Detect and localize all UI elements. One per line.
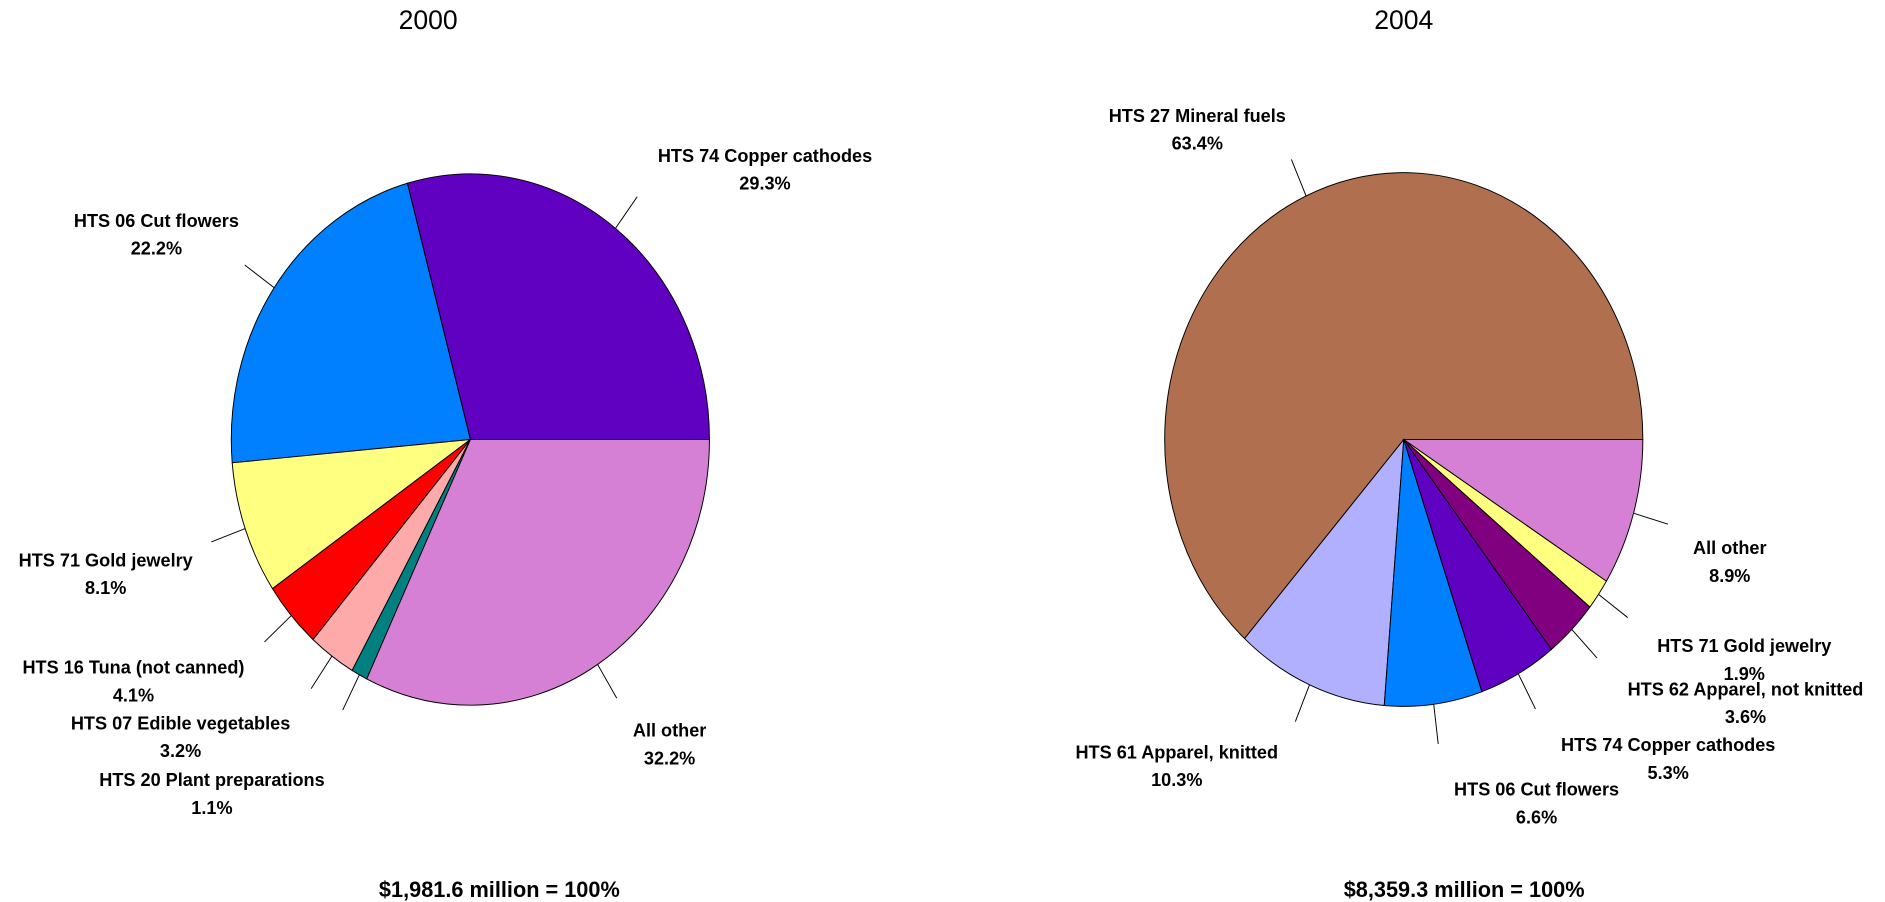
leader-line <box>1433 704 1439 745</box>
pie-slice <box>1402 439 1644 582</box>
slice-label: HTS 06 Cut flowers <box>74 211 239 231</box>
leader-line <box>342 674 360 711</box>
slice-label: HTS 20 Plant preparations <box>99 770 324 790</box>
leader-line <box>1633 512 1669 525</box>
slice-label: HTS 06 Cut flowers <box>1454 780 1619 800</box>
chart-title: 2004 <box>1374 5 1433 35</box>
pie-slice <box>1164 172 1644 640</box>
slice-value-label: 3.6% <box>1725 707 1766 727</box>
leader-line <box>1294 684 1310 722</box>
slice-value-label: 29.3% <box>739 174 790 194</box>
leader-line <box>1290 159 1307 197</box>
leader-line <box>1598 593 1629 618</box>
chart-title: 2000 <box>399 5 458 35</box>
pie-slice <box>1243 438 1405 707</box>
leader-line <box>244 264 275 289</box>
slice-value-label: 10.3% <box>1151 770 1202 790</box>
slice-label: HTS 62 Apparel, not knitted <box>1628 679 1864 699</box>
slice-value-label: 8.9% <box>1709 566 1750 586</box>
slice-value-label: 6.6% <box>1516 807 1557 827</box>
slice-label: HTS 71 Gold jewelry <box>19 550 193 570</box>
slice-label: HTS 61 Apparel, knitted <box>1075 742 1278 762</box>
pie-slice <box>1383 439 1483 707</box>
chart-footer: $1,981.6 million = 100% <box>379 877 620 902</box>
leader-line <box>1571 629 1598 659</box>
slice-label: HTS 16 Tuna (not canned) <box>22 658 244 678</box>
leader-line <box>615 196 638 229</box>
leader-line <box>211 528 246 543</box>
slice-label: All other <box>633 721 706 741</box>
chart-footer: $8,359.3 million = 100% <box>1344 877 1585 902</box>
pie-slice <box>231 438 473 590</box>
slice-value-label: 63.4% <box>1172 134 1223 154</box>
leader-line <box>264 615 292 643</box>
leader-line <box>1517 673 1536 710</box>
slice-value-label: 22.2% <box>131 239 182 259</box>
slice-label: All other <box>1693 538 1766 558</box>
slice-label: HTS 74 Copper cathodes <box>658 146 872 166</box>
leader-line <box>310 655 333 689</box>
leader-line <box>597 664 618 699</box>
slice-value-label: 3.2% <box>160 741 201 761</box>
slice-label: HTS 74 Copper cathodes <box>1561 735 1775 755</box>
slice-label: HTS 07 Edible vegetables <box>71 713 290 733</box>
slice-value-label: 1.9% <box>1724 664 1765 684</box>
slice-label: HTS 71 Gold jewelry <box>1657 636 1831 656</box>
slice-value-label: 8.1% <box>85 578 126 598</box>
slice-label: HTS 27 Mineral fuels <box>1109 106 1286 126</box>
slice-value-label: 1.1% <box>191 798 232 818</box>
slice-value-label: 4.1% <box>113 686 154 706</box>
slice-value-label: 5.3% <box>1648 763 1689 783</box>
slice-value-label: 32.2% <box>644 748 695 768</box>
